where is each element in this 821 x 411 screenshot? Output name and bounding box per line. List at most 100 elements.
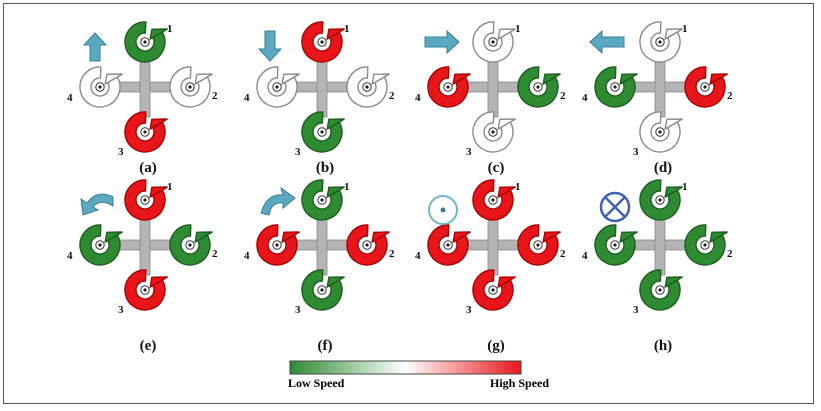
motor-number-4: 4	[244, 250, 250, 262]
motor-number-3: 3	[633, 146, 639, 158]
panel-label: (c)	[488, 160, 505, 176]
panel-label: (b)	[316, 160, 334, 176]
dot-up-icon	[428, 195, 458, 225]
panel-label: (f)	[318, 338, 333, 354]
motor-number-3: 3	[466, 304, 472, 316]
rotor-1	[301, 21, 345, 63]
motor-number-4: 4	[244, 92, 250, 104]
rotor-1	[472, 179, 516, 221]
rotor-4	[256, 224, 300, 266]
quad-frame	[291, 56, 353, 118]
motor-number-2: 2	[212, 90, 218, 102]
speed-legend: Low Speed High Speed	[288, 360, 549, 390]
rotor-2	[517, 66, 561, 108]
rotor-3	[639, 111, 683, 153]
quad-frame	[114, 56, 176, 118]
rotor-2	[169, 66, 213, 108]
arrow-down-icon	[257, 30, 283, 62]
motor-number-3: 3	[466, 146, 472, 158]
rotor-3	[472, 269, 516, 311]
rotor-4	[427, 66, 471, 108]
quad-frame	[462, 214, 524, 276]
motor-number-2: 2	[727, 248, 733, 260]
rotor-3	[301, 111, 345, 153]
legend-low-label: Low Speed	[288, 376, 345, 390]
motor-number-1: 1	[167, 23, 173, 35]
rotor-4	[594, 224, 638, 266]
motor-number-3: 3	[633, 304, 639, 316]
arrow-right-icon	[424, 29, 460, 55]
panel-a: 1 2 3 4 (a)	[67, 21, 218, 176]
motor-number-3: 3	[118, 146, 124, 158]
quad-frame	[462, 56, 524, 118]
rotor-3	[472, 111, 516, 153]
motor-number-1: 1	[515, 181, 521, 193]
panel-d: 1 2 3 4 (d)	[582, 21, 733, 176]
rotor-4	[256, 66, 300, 108]
figure-border	[3, 3, 814, 404]
rotor-3	[124, 269, 168, 311]
motor-number-2: 2	[560, 248, 566, 260]
arrow-left-icon	[589, 29, 625, 55]
quad-frame	[291, 214, 353, 276]
motor-number-1: 1	[515, 23, 521, 35]
motor-number-4: 4	[415, 250, 421, 262]
motor-number-2: 2	[389, 90, 395, 102]
rotor-2	[684, 224, 728, 266]
rotor-2	[346, 224, 390, 266]
rotor-1	[301, 179, 345, 221]
panel-label: (d)	[654, 160, 672, 176]
panel-label: (g)	[487, 338, 505, 354]
motor-number-4: 4	[67, 92, 73, 104]
motor-number-3: 3	[295, 304, 301, 316]
panel-c: 1 2 3 4 (c)	[415, 21, 566, 176]
panel-label: (e)	[140, 338, 157, 354]
rotor-2	[517, 224, 561, 266]
rotor-4	[594, 66, 638, 108]
motor-number-1: 1	[682, 181, 688, 193]
rotor-2	[169, 224, 213, 266]
motor-number-3: 3	[118, 304, 124, 316]
quad-frame	[114, 214, 176, 276]
motor-number-2: 2	[727, 90, 733, 102]
motor-number-1: 1	[344, 23, 350, 35]
rotor-2	[346, 66, 390, 108]
panel-f: 1 2 3 4 (f)	[244, 179, 395, 354]
motor-number-3: 3	[295, 146, 301, 158]
rotor-4	[427, 224, 471, 266]
panel-label: (h)	[654, 338, 672, 354]
rotor-4	[79, 224, 123, 266]
motor-number-1: 1	[344, 181, 350, 193]
motor-number-1: 1	[167, 181, 173, 193]
rotor-3	[301, 269, 345, 311]
rotor-1	[639, 179, 683, 221]
motor-number-1: 1	[682, 23, 688, 35]
speed-gradient-bar	[289, 360, 522, 375]
motor-number-4: 4	[582, 92, 588, 104]
quad-frame	[629, 56, 691, 118]
panel-e: 1 2 3 4 (e)	[67, 179, 218, 354]
rotor-1	[639, 21, 683, 63]
rotor-4	[79, 66, 123, 108]
cross-down-icon	[599, 191, 631, 223]
rotate-ccw-icon	[80, 193, 114, 216]
arrow-up-icon	[82, 32, 108, 62]
rotor-3	[124, 111, 168, 153]
motor-number-2: 2	[389, 248, 395, 260]
rotate-cw-icon	[260, 186, 296, 216]
panel-g: 1 2 3 4 (g)	[415, 179, 566, 354]
quad-frame	[629, 214, 691, 276]
rotor-1	[124, 179, 168, 221]
rotor-2	[684, 66, 728, 108]
panel-h: 1 2 3 4 (h)	[582, 179, 733, 354]
panel-label: (a)	[139, 160, 157, 176]
motor-number-4: 4	[67, 250, 73, 262]
motor-number-2: 2	[212, 248, 218, 260]
legend-high-label: High Speed	[490, 376, 549, 390]
motor-number-2: 2	[560, 90, 566, 102]
rotor-1	[472, 21, 516, 63]
motor-number-4: 4	[582, 250, 588, 262]
motor-number-4: 4	[415, 92, 421, 104]
